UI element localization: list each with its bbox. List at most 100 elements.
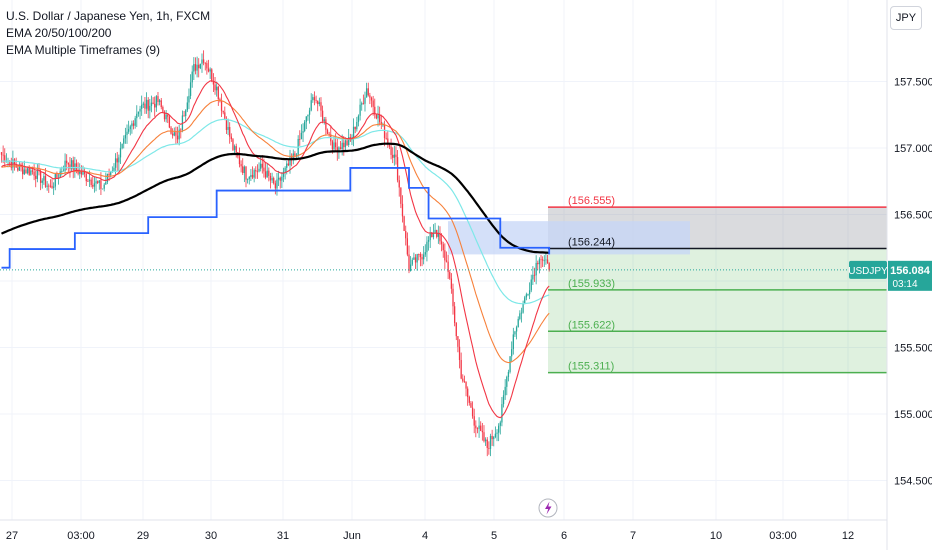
candle-body [206, 63, 208, 69]
candle-body [489, 435, 492, 449]
candle-body [95, 181, 97, 184]
candle-body [470, 402, 472, 408]
level-label: (156.244) [568, 237, 615, 249]
candle-body [481, 430, 483, 433]
candle-body [105, 181, 107, 185]
candle-body [514, 331, 516, 335]
candle-body [540, 259, 542, 261]
candle-body [356, 121, 358, 130]
ema200-line [1, 142, 550, 254]
candle-body [440, 241, 443, 245]
candle-body [369, 95, 371, 98]
candle-body [129, 126, 131, 130]
candle-body [423, 254, 425, 260]
candle-body [70, 160, 73, 169]
price-axis[interactable]: 157.500157.000156.500156.000155.500155.0… [886, 0, 932, 550]
candle-body [189, 82, 192, 96]
candle-body [35, 175, 37, 179]
time-tick-label: 29 [137, 530, 149, 542]
candle-body [39, 171, 42, 183]
candle-body [229, 126, 231, 137]
candle-body [414, 257, 417, 263]
candle-body [30, 170, 32, 175]
time-tick-label: 5 [491, 530, 497, 542]
candle-body [211, 69, 213, 82]
candle-body [87, 181, 89, 182]
candle-body [374, 106, 376, 115]
candle-body [137, 111, 140, 114]
candle-body [341, 142, 343, 150]
candle-body [75, 163, 78, 170]
currency-button[interactable]: JPY [890, 6, 922, 30]
candle-body [69, 164, 71, 169]
legend-ema[interactable]: EMA 20/50/100/200 [6, 26, 112, 40]
candle-body [525, 294, 528, 298]
candle-body [36, 169, 39, 179]
candle-body [517, 318, 519, 328]
candle-body [538, 259, 541, 265]
candle-body [152, 102, 154, 104]
candle-body [478, 425, 480, 429]
candle-body [354, 126, 356, 130]
candle-body [253, 170, 255, 178]
candle-body [168, 116, 171, 128]
candle-body [251, 174, 254, 178]
candle-body [284, 167, 286, 172]
candle-body [273, 178, 275, 184]
candle-body [246, 179, 249, 180]
candle-body [180, 129, 182, 131]
candle-body [427, 240, 430, 242]
candle-body [339, 147, 342, 150]
candle-body [114, 158, 117, 168]
position-tool[interactable]: (156.555) (156.244) (155.933) (155.622) (155… [448, 195, 887, 374]
candle-body [0, 152, 3, 155]
candle-body [144, 103, 146, 109]
legend-title[interactable]: U.S. Dollar / Japanese Yen, 1h, FXCM [6, 9, 211, 23]
candle-body [320, 102, 322, 111]
candle-body [150, 102, 153, 106]
candle-body [243, 166, 246, 174]
candle-body [429, 232, 431, 241]
candle-body [434, 229, 436, 233]
price-tick-label: 156.500 [894, 210, 932, 222]
candle-body [106, 173, 109, 182]
chart-series [0, 50, 551, 457]
candle-body [310, 100, 312, 111]
candle-body [17, 167, 19, 171]
time-tick-label: 31 [277, 530, 289, 542]
candle-body [88, 179, 91, 182]
candle-body [276, 179, 278, 189]
candle-body [82, 171, 84, 175]
candle-body [333, 142, 335, 150]
chart-grid [0, 0, 887, 520]
candle-body [511, 349, 513, 357]
legend-ema-mtf[interactable]: EMA Multiple Timeframes (9) [6, 43, 161, 57]
candle-body [59, 171, 61, 178]
candle-body [308, 110, 311, 115]
candle-body [258, 168, 260, 172]
candle-body [201, 59, 203, 64]
candle-body [498, 425, 500, 433]
candle-body [522, 303, 524, 313]
candle-body [204, 62, 206, 64]
time-axis[interactable]: 27 03:00 29 30 31 Jun 4 5 6 7 10 03:00 12 [0, 519, 887, 542]
price-tag-value: 156.084 [890, 265, 931, 277]
candle-body [524, 297, 526, 304]
candle-body [357, 115, 360, 122]
candle-body [185, 110, 187, 117]
candle-body [520, 312, 523, 314]
candle-body [93, 183, 96, 187]
candle-body [127, 129, 130, 132]
candle-body [132, 123, 135, 126]
ema100-line [1, 118, 550, 305]
candle-body [142, 103, 144, 105]
candle-body [158, 100, 161, 102]
candle-body [359, 104, 361, 116]
candle-body [302, 131, 304, 133]
candle-body [383, 124, 386, 139]
candle-body [175, 132, 177, 136]
candle-body [439, 232, 441, 242]
candle-body [392, 154, 394, 158]
candle-body [167, 114, 169, 117]
